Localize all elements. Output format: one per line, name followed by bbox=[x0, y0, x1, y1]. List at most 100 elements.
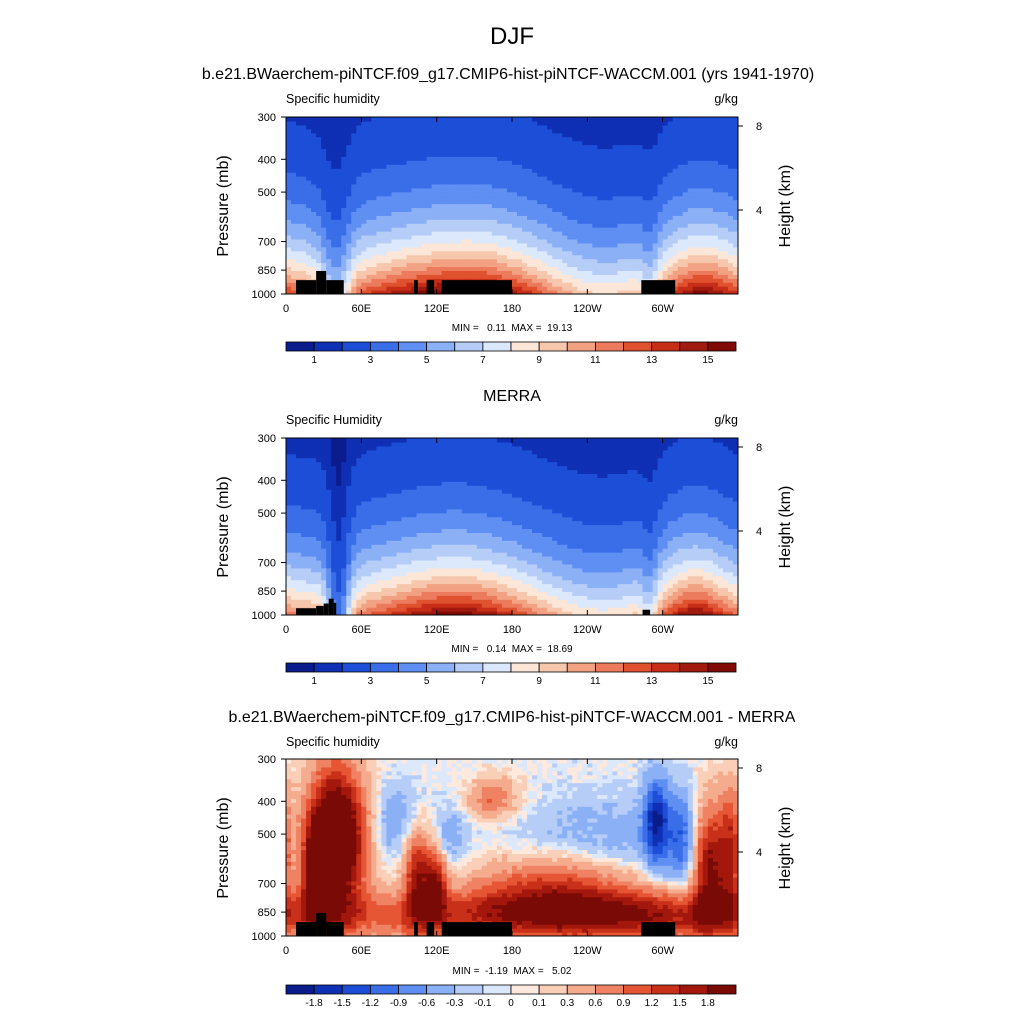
field-cell bbox=[456, 152, 463, 157]
field-cell bbox=[336, 520, 342, 526]
field-cell bbox=[461, 254, 468, 260]
field-cell bbox=[296, 497, 302, 502]
field-cell bbox=[396, 270, 403, 275]
field-cell bbox=[597, 266, 603, 271]
field-cell bbox=[291, 117, 297, 122]
field-cell bbox=[592, 274, 598, 279]
field-cell bbox=[451, 274, 458, 279]
field-cell bbox=[326, 595, 332, 600]
field-cell bbox=[366, 282, 372, 287]
field-cell bbox=[542, 203, 548, 209]
field-cell bbox=[612, 262, 619, 268]
field-cell bbox=[346, 172, 352, 177]
field-cell bbox=[361, 579, 367, 585]
field-cell bbox=[562, 290, 568, 294]
field-cell bbox=[291, 508, 297, 514]
field-cell bbox=[582, 120, 588, 126]
field-cell bbox=[396, 140, 403, 146]
field-cell bbox=[607, 195, 614, 201]
field-cell bbox=[517, 242, 523, 248]
field-cell bbox=[727, 258, 734, 264]
field-cell bbox=[321, 469, 327, 474]
field-cell bbox=[652, 156, 659, 161]
field-cell bbox=[331, 536, 337, 541]
field-cell bbox=[522, 117, 528, 122]
field-cell bbox=[291, 144, 297, 150]
field-cell bbox=[486, 117, 493, 122]
field-cell bbox=[371, 164, 377, 169]
field-cell bbox=[321, 457, 327, 463]
field-cell bbox=[371, 168, 377, 173]
field-cell bbox=[486, 246, 493, 252]
field-cell bbox=[316, 144, 322, 150]
field-cell bbox=[321, 512, 327, 518]
field-cell bbox=[296, 203, 302, 209]
field-cell bbox=[286, 504, 292, 510]
field-cell bbox=[431, 286, 438, 291]
field-cell bbox=[351, 607, 357, 612]
field-cell bbox=[602, 235, 609, 240]
field-cell bbox=[331, 148, 337, 153]
field-cell bbox=[396, 227, 403, 232]
field-cell bbox=[341, 207, 347, 212]
field-cell bbox=[667, 144, 674, 150]
field-cell bbox=[286, 223, 292, 228]
field-cell bbox=[441, 183, 448, 189]
field-cell bbox=[446, 262, 453, 268]
field-cell bbox=[582, 266, 588, 271]
field-cell bbox=[351, 136, 357, 142]
field-cell bbox=[431, 160, 438, 165]
field-cell bbox=[642, 242, 649, 248]
field-cell bbox=[421, 278, 428, 283]
field-cell bbox=[577, 140, 583, 146]
field-cell bbox=[637, 274, 644, 279]
field-cell bbox=[366, 183, 372, 189]
field-cell bbox=[642, 120, 649, 126]
field-cell bbox=[296, 461, 302, 467]
field-cell bbox=[622, 227, 629, 232]
field-cell bbox=[702, 160, 709, 165]
field-cell bbox=[552, 156, 558, 161]
field-cell bbox=[732, 266, 738, 271]
field-cell bbox=[512, 117, 518, 122]
field-cell bbox=[722, 207, 729, 212]
field-cell bbox=[371, 274, 377, 279]
field-cell bbox=[501, 117, 508, 122]
field-cell bbox=[682, 207, 689, 212]
field-cell bbox=[672, 278, 679, 283]
field-cell bbox=[632, 274, 639, 279]
field-cell bbox=[652, 140, 659, 146]
field-cell bbox=[361, 524, 367, 530]
field-cell bbox=[346, 453, 352, 459]
field-cell bbox=[547, 286, 553, 291]
field-cell bbox=[496, 187, 503, 193]
field-cell bbox=[321, 144, 327, 150]
field-cell bbox=[351, 587, 357, 592]
field-cell bbox=[361, 607, 367, 612]
field-cell bbox=[351, 544, 357, 549]
field-cell bbox=[316, 176, 322, 181]
field-cell bbox=[361, 559, 367, 565]
field-cell bbox=[662, 148, 669, 153]
field-cell bbox=[326, 183, 332, 189]
field-cell bbox=[627, 254, 634, 260]
field-cell bbox=[592, 164, 598, 169]
field-cell bbox=[491, 270, 498, 275]
field-cell bbox=[542, 128, 548, 134]
field-cell bbox=[316, 191, 322, 197]
field-cell bbox=[356, 148, 362, 153]
field-cell bbox=[572, 160, 578, 165]
field-cell bbox=[291, 611, 297, 615]
field-cell bbox=[607, 235, 614, 240]
field-cell bbox=[361, 599, 367, 604]
field-cell bbox=[441, 144, 448, 150]
field-cell bbox=[396, 215, 403, 220]
field-cell bbox=[506, 195, 513, 201]
field-cell bbox=[351, 473, 357, 478]
field-cell bbox=[356, 117, 362, 122]
field-cell bbox=[361, 603, 367, 608]
field-cell bbox=[346, 552, 352, 557]
field-cell bbox=[326, 124, 332, 130]
field-cell bbox=[311, 571, 317, 577]
field-cell bbox=[376, 552, 383, 557]
